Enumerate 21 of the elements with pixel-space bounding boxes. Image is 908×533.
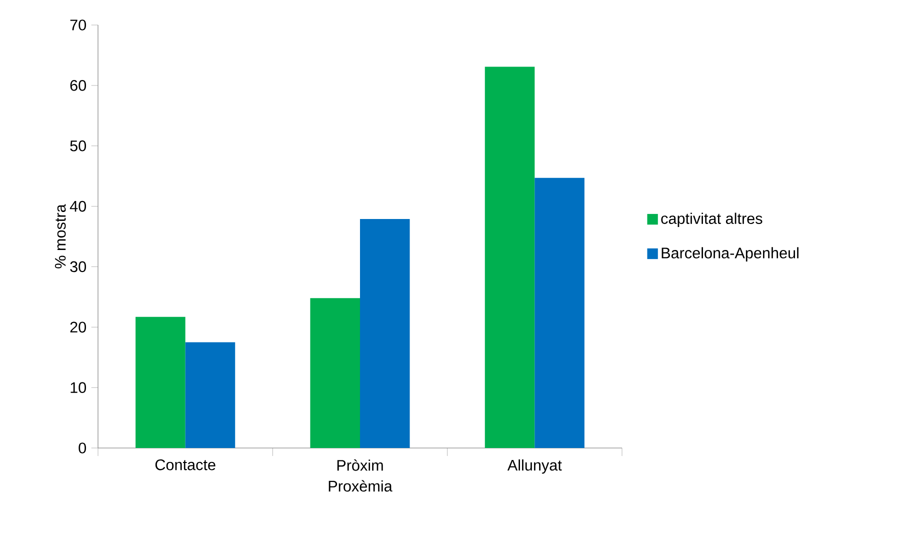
y-tick-label: 40 [70,200,86,212]
x-tick-label: Allunyat [507,459,562,474]
y-axis-title: % mostra [54,204,66,268]
legend-label: Barcelona-Apenheul [662,247,798,262]
y-tick-label: 70 [70,20,86,30]
bar [484,66,535,448]
bar [310,298,360,448]
x-tick-label: Pròxim [337,459,383,471]
y-tick-label: 20 [70,322,86,333]
x-axis-title: Proxèmia [328,480,392,492]
y-tick-label: 30 [70,261,86,272]
bar [360,218,410,448]
bar [136,316,186,448]
bar [534,178,584,448]
bar [185,342,236,448]
y-tick-label: 0 [78,442,86,454]
y-tick-label: 60 [70,80,86,91]
x-tick-label: Contacte [155,459,216,470]
y-tick-label: 50 [70,140,86,152]
legend-label: captivitat altres [661,212,762,228]
y-tick-label: 10 [70,382,86,393]
